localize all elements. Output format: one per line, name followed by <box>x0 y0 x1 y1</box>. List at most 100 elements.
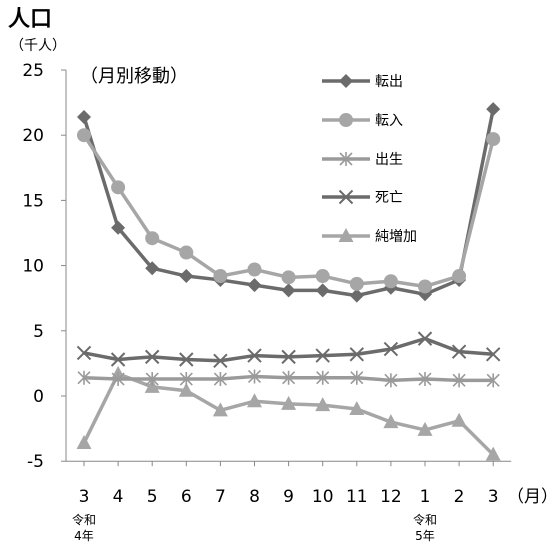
y-tick-label: 10 <box>22 257 44 277</box>
data-point <box>315 269 330 284</box>
data-point <box>452 269 467 284</box>
x-tick-label: 7 <box>215 487 226 507</box>
x-tick-label: 3 <box>488 487 499 507</box>
data-point <box>315 283 330 298</box>
data-point <box>281 283 296 298</box>
legend-item: 死亡 <box>322 189 403 206</box>
data-point <box>383 414 399 429</box>
series-4 <box>76 331 501 368</box>
data-point <box>76 345 92 361</box>
legend-label: 純増加 <box>375 229 417 245</box>
data-point <box>77 109 91 124</box>
data-point <box>179 245 194 260</box>
data-point <box>111 372 125 387</box>
series-line <box>82 134 495 289</box>
y-tick-label: 15 <box>22 191 44 211</box>
series-3 <box>77 369 500 388</box>
data-point <box>452 373 466 388</box>
data-point <box>486 132 501 147</box>
x-tick-label: 2 <box>454 487 465 507</box>
data-point <box>451 412 467 427</box>
y-tick-label: 5 <box>33 322 44 342</box>
legend-item: 転出 <box>322 74 403 90</box>
chart-subtitle: （月別移動） <box>80 66 188 87</box>
data-point <box>418 372 432 387</box>
data-point <box>77 370 91 385</box>
data-point <box>486 373 500 388</box>
y-tick-label: 25 <box>22 61 44 81</box>
data-point <box>486 102 501 117</box>
data-point <box>383 341 399 357</box>
series-line <box>82 108 495 298</box>
x-tick-label: 11 <box>346 487 368 507</box>
data-point <box>247 348 262 363</box>
legend-label: 出生 <box>375 152 403 168</box>
x-tick-label: 5 <box>147 487 158 507</box>
data-point <box>417 331 433 346</box>
data-point <box>111 220 126 235</box>
legend-swatch-marker <box>338 228 354 242</box>
legend-item: 純増加 <box>322 228 417 245</box>
data-point <box>111 180 126 195</box>
data-point <box>247 369 262 384</box>
y-axis-unit: （千人） <box>10 38 66 54</box>
data-point <box>418 279 432 294</box>
data-point <box>247 393 262 408</box>
data-point <box>179 352 194 367</box>
legend-item: 出生 <box>322 152 403 168</box>
y-tick-label: 20 <box>22 126 44 146</box>
x-tick-label: 6 <box>181 487 192 507</box>
data-point <box>144 349 160 365</box>
year-label: 5年 <box>415 529 435 543</box>
legend-swatch-marker <box>339 74 353 88</box>
data-point <box>281 349 296 365</box>
x-tick-label: 12 <box>380 487 402 507</box>
data-point <box>350 370 364 385</box>
data-point <box>451 344 467 359</box>
data-point <box>145 261 160 276</box>
legend-label: 転出 <box>375 74 403 90</box>
data-point <box>315 397 331 412</box>
year-era-label: 令和 <box>413 512 437 527</box>
data-point <box>281 395 297 410</box>
data-point <box>179 372 193 387</box>
data-point <box>76 434 92 449</box>
series-line <box>82 372 495 456</box>
data-point <box>178 382 194 397</box>
x-tick-label: 4 <box>113 487 124 507</box>
data-point <box>384 373 398 388</box>
data-point <box>417 421 433 436</box>
data-point <box>77 128 91 143</box>
data-point <box>179 269 194 284</box>
year-era-label: 令和 <box>72 512 96 527</box>
data-point <box>485 446 501 461</box>
data-point <box>213 372 227 387</box>
y-tick-label: -5 <box>27 452 44 472</box>
year-label: 4年 <box>74 529 94 543</box>
data-point <box>247 278 262 293</box>
y-tick-label: 0 <box>33 387 44 407</box>
data-point <box>213 353 228 368</box>
data-point <box>349 401 365 416</box>
legend-label: 死亡 <box>375 190 403 206</box>
data-point <box>383 274 398 289</box>
data-point <box>349 288 364 303</box>
data-point <box>145 372 159 387</box>
x-tick-label: 10 <box>312 487 334 507</box>
data-point <box>145 231 160 246</box>
x-tick-label: 9 <box>283 487 294 507</box>
data-point <box>315 348 330 363</box>
data-point <box>281 270 296 285</box>
data-point <box>213 269 228 284</box>
data-point <box>349 347 365 362</box>
data-point <box>349 276 364 291</box>
data-point <box>282 370 296 385</box>
legend-swatch-marker <box>339 113 353 127</box>
legend-item: 転入 <box>322 113 403 129</box>
chart-title: 人口 <box>8 7 52 32</box>
legend-swatch-marker <box>339 152 353 166</box>
legend-swatch-marker <box>338 189 354 205</box>
